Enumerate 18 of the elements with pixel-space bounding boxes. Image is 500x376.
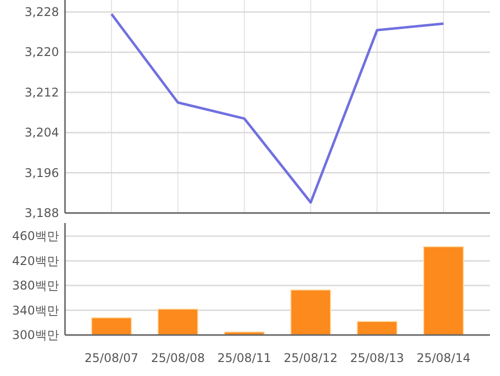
x-tick-label: 25/08/12	[284, 351, 338, 365]
y-tick-label: 3,204	[24, 126, 59, 140]
x-tick-label: 25/08/13	[350, 351, 404, 365]
y-tick-label: 3,220	[24, 45, 59, 60]
y-tick-label: 3,196	[24, 166, 59, 180]
y-tick-label: 3,188	[24, 206, 59, 220]
line-series	[110, 12, 445, 204]
y-tick-label: 420백만	[12, 254, 59, 268]
y-tick-label: 3,228	[24, 5, 59, 20]
y-tick-label: 460백만	[12, 229, 59, 244]
y-tick-label: 300백만	[12, 328, 59, 342]
x-tick-label: 25/08/07	[84, 351, 138, 365]
y-tick-label: 380백만	[12, 278, 59, 293]
x-tick-label: 25/08/08	[150, 351, 205, 365]
y-tick-label: 340백만	[12, 303, 59, 318]
x-tick-label: 25/08/11	[217, 351, 272, 365]
y-tick-label: 3,212	[24, 85, 59, 100]
x-tick-label: 25/08/14	[416, 351, 470, 365]
